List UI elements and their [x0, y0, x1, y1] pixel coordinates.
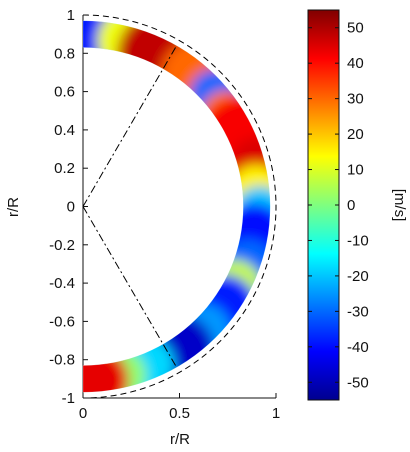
y-tick-label: -0.2 — [49, 237, 75, 254]
colorbar-tick-label: -50 — [347, 374, 369, 391]
colorbar-tick-group: 50 40 30 20 10 0 -10 -20 -30 -40 -50 — [308, 20, 369, 391]
velocity-shell — [83, 20, 271, 393]
colorbar-tick-label: 0 — [347, 197, 355, 214]
colorbar — [307, 9, 340, 401]
y-tick-label: -1 — [62, 390, 75, 407]
outer-dashed-circle — [82, 14, 277, 399]
ray-south-60 — [82, 206, 178, 368]
ray-north-60 — [82, 45, 178, 207]
y-tick-label: -0.6 — [49, 313, 75, 330]
y-tick-label: 1 — [67, 7, 75, 24]
colorbar-tick-label: -20 — [347, 268, 369, 285]
colorbar-tick-label: 20 — [347, 126, 364, 143]
velocity-blob — [83, 346, 129, 393]
x-tick-label: 0 — [79, 405, 87, 422]
colorbar-tick-label: 10 — [347, 162, 364, 179]
x-tick-group: 0 0.5 1 — [79, 393, 280, 422]
colorbar-tick-label: 50 — [347, 20, 364, 37]
shell-outline — [82, 20, 271, 393]
x-axis-label: r/R — [170, 431, 190, 448]
y-tick-label: 0.6 — [54, 84, 75, 101]
colorbar-tick-label: 40 — [347, 55, 364, 72]
y-tick-label: -0.8 — [49, 352, 75, 369]
x-tick-label: 0.5 — [169, 405, 190, 422]
x-tick-label: 1 — [272, 405, 280, 422]
y-tick-label: 0.2 — [54, 160, 75, 177]
colorbar-tick-label: -10 — [347, 232, 369, 249]
y-tick-label: 0 — [67, 199, 75, 216]
y-tick-label: 0.4 — [54, 122, 75, 139]
colorbar-tick-label: -40 — [347, 339, 369, 356]
colorbar-tick-label: -30 — [347, 303, 369, 320]
y-axis-label: r/R — [5, 197, 22, 217]
y-tick-label: -0.4 — [49, 275, 75, 292]
colorbar-tick-label: 30 — [347, 91, 364, 108]
y-tick-label: 0.8 — [54, 45, 75, 62]
colorbar-label: [m/s] — [391, 189, 408, 222]
y-tick-group: 1 0.8 0.6 0.4 0.2 0 -0.2 -0.4 -0.6 -0.8 -1 — [49, 7, 88, 407]
